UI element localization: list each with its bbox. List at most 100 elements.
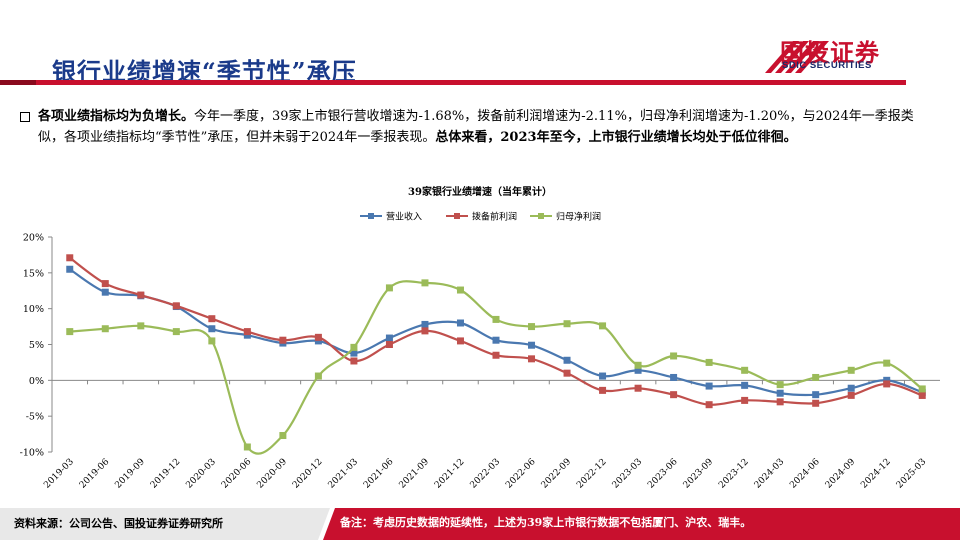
y-tick-label: -10% [20, 448, 44, 459]
data-point-1 [812, 399, 820, 407]
x-tick-label: 2023-03 [611, 457, 645, 491]
x-tick-label: 2020-03 [184, 457, 218, 491]
data-point-2 [350, 343, 358, 351]
legend-marker-0 [368, 213, 374, 219]
data-point-2 [101, 325, 109, 333]
x-tick-label: 2024-06 [788, 457, 822, 491]
data-point-1 [66, 254, 74, 262]
y-tick-label: 0% [29, 376, 44, 387]
x-tick-label: 2022-06 [504, 457, 538, 491]
data-point-2 [528, 323, 536, 331]
data-point-0 [705, 382, 713, 390]
y-tick-label: 15% [23, 268, 44, 279]
data-point-1 [279, 336, 287, 344]
data-point-0 [883, 376, 891, 384]
summary-conclusion: 总体来看，2023年至今，上市银行业绩增长均处于低位徘徊。 [435, 130, 797, 145]
x-tick-label: 2022-03 [469, 457, 503, 491]
x-tick-label: 2023-06 [646, 457, 680, 491]
data-point-0 [812, 391, 820, 399]
data-point-1 [883, 380, 891, 388]
x-tick-label: 2020-09 [255, 457, 289, 491]
title-underline-accent [0, 80, 36, 85]
x-tick-label: 2023-09 [682, 457, 716, 491]
data-point-0 [456, 319, 464, 327]
x-tick-label: 2025-03 [895, 457, 929, 491]
data-point-0 [314, 337, 322, 345]
series-line-2 [69, 280, 923, 455]
data-point-0 [741, 381, 749, 389]
data-point-1 [208, 315, 216, 323]
logo-en: SDIC SECURITIES [782, 60, 872, 71]
x-tick-label: 2022-12 [575, 457, 609, 491]
data-point-1 [741, 396, 749, 404]
x-tick-label: 2019-03 [42, 457, 76, 491]
chart-title: 39家银行业绩增速（当年累计） [408, 185, 552, 198]
data-point-0 [670, 373, 678, 381]
data-point-0 [599, 372, 607, 380]
data-point-0 [66, 265, 74, 273]
title-underline [0, 80, 906, 85]
y-tick-label: 10% [23, 304, 44, 315]
data-point-2 [279, 432, 287, 440]
data-point-2 [705, 358, 713, 366]
summary-text: 各项业绩指标均为负增长。今年一季度，39家上市银行营收增速为-1.68%，拨备前… [38, 106, 938, 148]
data-point-0 [350, 349, 358, 357]
x-tick-label: 2019-12 [149, 457, 183, 491]
summary-lead: 各项业绩指标均为负增长。 [38, 109, 195, 124]
growth-line-chart: 39家银行业绩增速（当年累计） 营业收入 拨备前利润 归母净利润 20% 15% 10% 5%… [20, 185, 940, 491]
x-tick-label: 2021-06 [362, 457, 396, 491]
data-point-1 [776, 398, 784, 406]
data-point-2 [172, 328, 180, 336]
data-point-1 [172, 302, 180, 310]
data-point-2 [599, 322, 607, 330]
x-tick-label: 2019-09 [113, 457, 147, 491]
data-point-1 [385, 341, 393, 348]
data-point-2 [670, 352, 678, 360]
series-line-0 [69, 268, 923, 397]
data-point-2 [421, 279, 429, 287]
data-point-1 [599, 386, 607, 394]
bullet-icon [20, 112, 30, 122]
data-point-2 [492, 315, 500, 323]
data-point-0 [634, 366, 642, 374]
data-point-2 [847, 366, 855, 374]
data-point-0 [385, 334, 393, 342]
data-point-2 [385, 284, 393, 292]
data-point-0 [563, 356, 571, 364]
data-point-1 [243, 328, 251, 336]
data-point-0 [101, 288, 109, 296]
y-tick-label: 20% [23, 233, 44, 244]
data-point-0 [492, 336, 500, 344]
x-tick-label: 2021-03 [327, 457, 361, 491]
data-point-1 [634, 384, 642, 392]
logo-stripes-icon [765, 41, 829, 73]
data-point-1 [847, 391, 855, 399]
legend-label-0: 营业收入 [386, 211, 422, 223]
summary-body: 今年一季度，39家上市银行营收增速为-1.68%，拨备前利润增速为-2.11%，… [38, 109, 914, 145]
x-tick-label: 2020-06 [220, 457, 254, 491]
data-point-2 [66, 328, 74, 336]
data-point-1 [528, 355, 536, 363]
data-point-2 [208, 337, 216, 345]
data-point-2 [243, 443, 251, 451]
y-tick-label: 5% [29, 340, 44, 351]
data-point-1 [137, 291, 145, 299]
legend-marker-1 [454, 213, 460, 219]
x-tick-label: 2020-12 [291, 457, 325, 491]
data-point-0 [243, 331, 251, 339]
data-point-1 [101, 280, 109, 288]
data-point-1 [563, 369, 571, 377]
data-point-1 [492, 351, 500, 359]
data-point-0 [421, 320, 429, 328]
data-point-1 [350, 357, 358, 365]
data-point-0 [528, 341, 536, 349]
data-point-2 [563, 320, 571, 328]
data-point-2 [137, 322, 145, 330]
data-point-2 [883, 359, 891, 367]
data-point-1 [918, 391, 926, 399]
data-point-2 [812, 373, 820, 381]
data-point-1 [670, 391, 678, 399]
x-tick-label: 2019-06 [78, 457, 112, 491]
x-tick-label: 2024-12 [859, 457, 893, 491]
x-tick-label: 2021-09 [398, 457, 432, 491]
